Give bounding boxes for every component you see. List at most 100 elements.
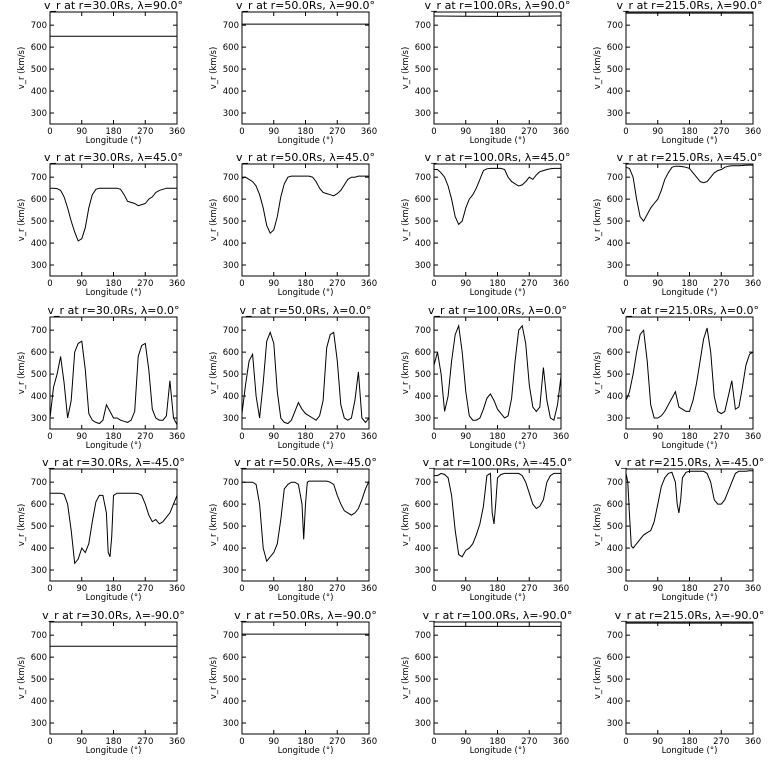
x-tick-label: 270: [713, 279, 729, 289]
x-tick-label: 360: [169, 127, 185, 137]
x-tick-label: 180: [489, 432, 505, 442]
y-tick-label: 400: [31, 87, 47, 97]
y-axis-label: v_r (km/s): [209, 504, 219, 547]
x-tick-label: 0: [239, 584, 244, 594]
y-tick-label: 300: [415, 261, 431, 271]
x-tick-label: 270: [521, 737, 537, 747]
x-tick-label: 180: [297, 584, 313, 594]
x-tick-label: 0: [239, 737, 244, 747]
plot-frame: [625, 621, 754, 735]
y-tick-label: 400: [607, 697, 623, 707]
x-tick-label: 360: [169, 279, 185, 289]
y-tick-label: 600: [415, 500, 431, 510]
plot-frame: [625, 316, 754, 430]
x-tick-label: 90: [652, 432, 663, 442]
chart-panel: v_r at r=100.0Rs, λ=-90.0° 0 90 180 270 360 30…: [401, 609, 572, 756]
y-tick-label: 600: [31, 500, 47, 510]
x-tick-label: 270: [521, 127, 537, 137]
panel-title: v_r at r=30.0Rs, λ=0.0°: [48, 304, 180, 317]
x-tick-label: 0: [623, 127, 628, 137]
plot-frame: [49, 468, 178, 582]
x-tick-label: 360: [361, 432, 377, 442]
x-tick-label: 0: [47, 737, 52, 747]
y-tick-label: 700: [31, 21, 47, 31]
x-tick-label: 180: [489, 127, 505, 137]
y-tick-label: 500: [415, 522, 431, 532]
x-tick-label: 0: [239, 432, 244, 442]
y-tick-label: 700: [607, 631, 623, 641]
x-tick-label: 0: [623, 737, 628, 747]
plot-frame: [625, 163, 754, 277]
panel-title: v_r at r=50.0Rs, λ=45.0°: [236, 151, 375, 164]
x-tick-label: 90: [76, 584, 87, 594]
y-axis-label: v_r (km/s): [401, 352, 411, 395]
y-tick-label: 700: [415, 478, 431, 488]
plot-frame: [433, 316, 562, 430]
x-tick-label: 0: [623, 584, 628, 594]
x-tick-label: 180: [489, 279, 505, 289]
x-tick-label: 270: [713, 737, 729, 747]
x-tick-label: 360: [361, 737, 377, 747]
x-tick-label: 270: [329, 737, 345, 747]
series-line: [50, 492, 178, 565]
y-tick-label: 700: [31, 173, 47, 183]
y-tick-label: 400: [415, 544, 431, 554]
y-tick-label: 600: [607, 500, 623, 510]
y-tick-label: 500: [607, 522, 623, 532]
plot-frame: [49, 621, 178, 735]
x-axis-label: Longitude (°): [86, 441, 142, 451]
x-tick-label: 270: [137, 432, 153, 442]
y-tick-label: 300: [223, 719, 239, 729]
y-tick-label: 700: [223, 478, 239, 488]
chart-panel: v_r at r=215.0Rs, λ=0.0° 0 90 180 270 360 300 4…: [593, 304, 761, 451]
y-tick-label: 500: [223, 65, 239, 75]
y-tick-label: 700: [607, 21, 623, 31]
x-axis-label: Longitude (°): [470, 441, 526, 451]
y-tick-label: 300: [607, 719, 623, 729]
x-tick-label: 360: [169, 737, 185, 747]
y-tick-label: 700: [607, 326, 623, 336]
plot-frame: [49, 11, 178, 125]
y-tick-label: 700: [415, 21, 431, 31]
x-tick-label: 180: [681, 737, 697, 747]
plot-frame: [241, 11, 370, 125]
x-tick-label: 90: [460, 432, 471, 442]
series-line: [625, 470, 753, 549]
x-tick-label: 360: [745, 432, 761, 442]
y-tick-label: 400: [607, 544, 623, 554]
y-tick-label: 300: [223, 414, 239, 424]
x-tick-label: 90: [652, 584, 663, 594]
x-tick-label: 90: [460, 127, 471, 137]
y-tick-label: 500: [415, 370, 431, 380]
y-tick-label: 500: [223, 370, 239, 380]
x-tick-label: 270: [137, 584, 153, 594]
y-tick-label: 600: [223, 195, 239, 205]
x-tick-label: 90: [76, 127, 87, 137]
x-tick-label: 360: [745, 737, 761, 747]
x-axis-label: Longitude (°): [278, 288, 334, 298]
y-axis-label: v_r (km/s): [17, 352, 27, 395]
x-tick-label: 180: [681, 127, 697, 137]
y-tick-label: 600: [415, 348, 431, 358]
x-tick-label: 90: [268, 737, 279, 747]
series-line: [433, 323, 562, 421]
x-tick-label: 0: [431, 584, 436, 594]
panel-title: v_r at r=30.0Rs, λ=-90.0°: [42, 609, 185, 622]
x-tick-label: 0: [239, 279, 244, 289]
x-tick-label: 0: [239, 127, 244, 137]
y-axis-label: v_r (km/s): [401, 47, 411, 90]
x-tick-label: 90: [268, 584, 279, 594]
y-axis-label: v_r (km/s): [209, 352, 219, 395]
y-tick-label: 600: [31, 43, 47, 53]
y-tick-label: 400: [223, 392, 239, 402]
series-line: [50, 187, 177, 242]
series-line: [434, 167, 561, 226]
x-tick-label: 180: [105, 432, 121, 442]
x-tick-label: 180: [297, 279, 313, 289]
y-tick-label: 300: [223, 566, 239, 576]
chart-panel: v_r at r=100.0Rs, λ=90.0° 0 90 180 270 360 300…: [401, 0, 570, 146]
y-tick-label: 500: [31, 675, 47, 685]
panel-title: v_r at r=215.0Rs, λ=45.0°: [617, 151, 763, 164]
x-tick-label: 270: [713, 127, 729, 137]
y-tick-label: 300: [415, 719, 431, 729]
